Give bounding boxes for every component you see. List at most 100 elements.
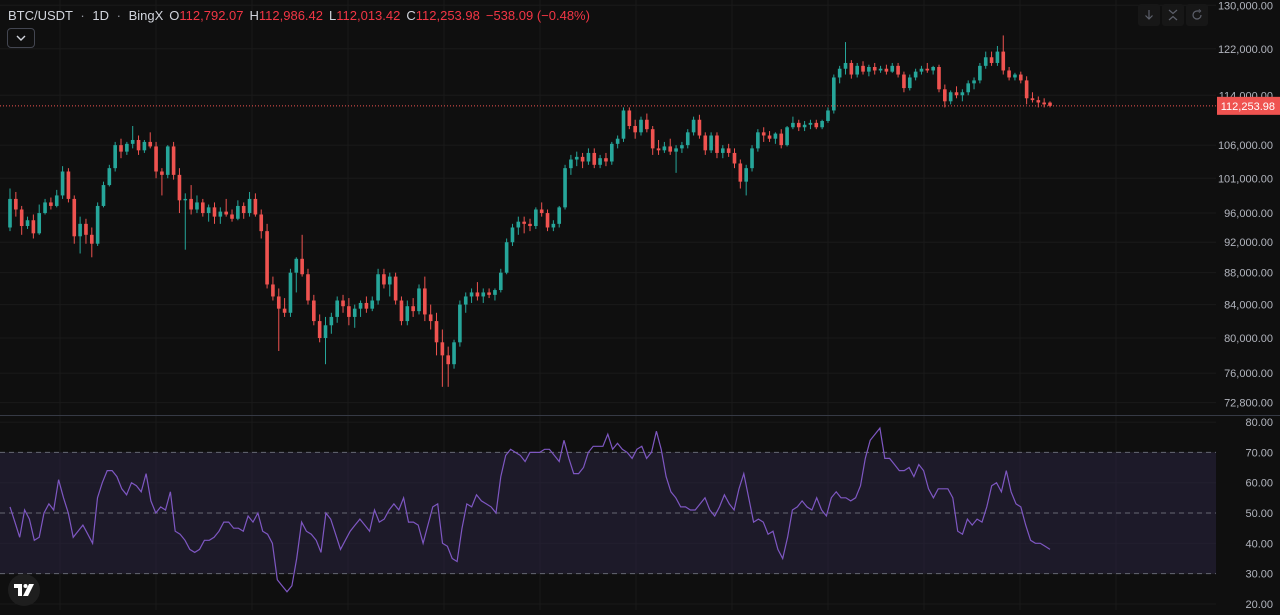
candle — [165, 145, 170, 179]
price-tick-label: 106,000.00 — [1218, 140, 1273, 152]
candle — [452, 339, 456, 369]
candle — [744, 164, 748, 196]
candle — [440, 329, 445, 387]
candle-body — [1036, 100, 1041, 103]
chevron-down-icon — [16, 35, 26, 41]
candle-body — [382, 274, 386, 285]
candle — [972, 77, 976, 90]
candle-body — [1007, 70, 1011, 78]
candle-body — [101, 185, 106, 206]
candle-body — [551, 223, 556, 228]
legend-open-value: 112,792.07 — [179, 7, 244, 23]
candle-body — [411, 306, 415, 312]
candle-body — [1024, 80, 1029, 99]
candle — [493, 288, 497, 301]
candle — [522, 216, 526, 234]
candle-body — [72, 198, 77, 237]
candle-body — [563, 168, 567, 208]
candle — [95, 202, 100, 246]
legend-collapse-button[interactable] — [7, 28, 35, 48]
legend-symbol-name: BTC/USDT — [8, 7, 73, 23]
candle-body — [8, 198, 12, 228]
candle — [867, 64, 871, 77]
candle-body — [943, 89, 947, 102]
candle-body — [796, 122, 801, 128]
candle — [247, 191, 252, 217]
candle-body — [423, 288, 427, 315]
candle-body — [983, 57, 988, 66]
candle-body — [802, 124, 807, 128]
candle — [650, 126, 655, 155]
candle — [948, 90, 953, 105]
candle-body — [539, 209, 544, 214]
symbol-legend[interactable]: BTC/USDT · 1D · BingX O 112,792.07 H 112,9… — [8, 6, 590, 24]
candle-body — [773, 133, 778, 139]
candle-body — [125, 143, 129, 152]
candle-body — [907, 77, 912, 89]
candle — [119, 138, 123, 159]
price-tick-label: 76,000.00 — [1224, 368, 1273, 380]
reset-chart-button[interactable] — [1186, 4, 1208, 26]
candle — [282, 298, 287, 317]
candle-body — [300, 258, 304, 275]
legend-symbol[interactable]: BTC/USDT · 1D · BingX — [8, 7, 164, 23]
candle — [78, 216, 82, 254]
candle-body — [417, 288, 421, 312]
candle — [183, 193, 188, 250]
candle — [574, 151, 579, 167]
candle-body — [481, 292, 486, 297]
candle — [364, 296, 369, 313]
legend-open-label: O — [169, 7, 180, 23]
last-price-label: 112,253.98 — [1221, 101, 1275, 113]
candle — [919, 65, 924, 75]
candle-body — [376, 274, 380, 301]
rsi-tick-label: 60.00 — [1245, 478, 1273, 490]
candle-body — [189, 198, 193, 210]
candle-body — [592, 152, 597, 165]
price-axis[interactable]: 130,000.00122,000.00114,000.00106,000.00… — [1218, 0, 1273, 409]
candle-body — [750, 148, 754, 169]
candle-body — [49, 202, 53, 206]
candle-body — [428, 314, 433, 322]
candle-body — [820, 120, 824, 128]
candle — [113, 141, 117, 172]
candle-body — [347, 306, 351, 317]
candle-body — [1030, 98, 1035, 101]
rsi-axis[interactable]: 80.00 70.00 60.00 50.00 40.00 30.00 20.00 — [1245, 417, 1273, 611]
candle-body — [130, 139, 135, 144]
collapse-pane-button[interactable] — [1162, 4, 1184, 26]
candle-body — [224, 211, 228, 215]
candle — [913, 68, 918, 81]
candle — [621, 107, 626, 142]
rsi-tick-label: 70.00 — [1245, 447, 1273, 459]
legend-low-label: L — [329, 7, 337, 23]
candle-body — [978, 65, 982, 81]
candle-body — [165, 146, 170, 175]
scroll-down-button[interactable] — [1138, 4, 1160, 26]
candle-body — [387, 276, 392, 285]
candle-body — [913, 71, 918, 78]
tradingview-logo[interactable] — [8, 574, 40, 606]
pane-controls — [1138, 4, 1208, 26]
candle-body — [206, 207, 211, 214]
candle — [49, 197, 53, 210]
candle — [329, 312, 334, 334]
candle-body — [919, 68, 924, 72]
price-tick-label: 96,000.00 — [1224, 208, 1273, 220]
candle — [551, 220, 556, 232]
candle-body — [317, 321, 322, 339]
price-tick-label: 101,000.00 — [1218, 173, 1273, 185]
last-price-box — [1217, 96, 1280, 115]
candle — [125, 141, 129, 155]
legend-low-value: 112,013.42 — [336, 7, 401, 23]
candle-body — [89, 234, 94, 244]
candle-body — [323, 325, 328, 339]
candle — [855, 62, 860, 78]
candle — [423, 276, 427, 322]
candle-body — [288, 272, 293, 313]
candle-body — [200, 202, 205, 214]
candle — [387, 272, 392, 297]
candle — [1018, 71, 1023, 84]
candle — [697, 114, 702, 139]
